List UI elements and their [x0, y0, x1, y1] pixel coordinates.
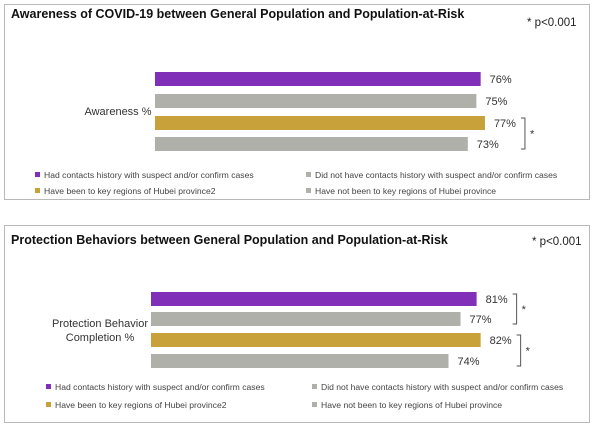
legend-item-contacts: Had contacts history with suspect and/or…	[46, 382, 265, 392]
legend-label: Have been to key regions of Hubei provin…	[55, 400, 227, 410]
data-label: 76%	[490, 74, 512, 86]
data-label: 74%	[457, 356, 479, 368]
data-label: 75%	[485, 96, 507, 108]
bar-contacts	[155, 72, 481, 86]
data-label: 82%	[490, 335, 512, 347]
bar-no-hubei	[155, 137, 468, 151]
category-label: Protection Behavior Completion %	[52, 318, 148, 344]
significance-star: *	[526, 346, 531, 358]
significance-star: *	[530, 129, 535, 141]
legend-swatch	[312, 402, 317, 407]
bar-hubei	[151, 333, 481, 347]
legend-item-contacts: Had contacts history with suspect and/or…	[35, 170, 254, 180]
significance-bracket	[520, 117, 526, 150]
legend-swatch	[306, 188, 311, 193]
significance-note: * p<0.001	[527, 17, 577, 29]
legend-label: Have been to key regions of Hubei provin…	[44, 186, 216, 196]
legend-label: Did not have contacts history with suspe…	[315, 170, 558, 180]
legend-item-hubei: Have been to key regions of Hubei provin…	[46, 400, 227, 410]
protection-chart-panel: Protection Behaviors between General Pop…	[4, 225, 590, 423]
legend-item-no-hubei: Have not been to key regions of Hubei pr…	[306, 186, 496, 196]
legend-label: Have not been to key regions of Hubei pr…	[321, 400, 503, 410]
category-label: Awareness %	[84, 106, 152, 118]
legend-swatch	[46, 402, 51, 407]
bar-no-hubei	[151, 354, 449, 368]
bar-hubei	[155, 116, 485, 130]
legend-swatch	[306, 172, 311, 177]
legend-label: Had contacts history with suspect and/or…	[55, 382, 265, 392]
chart-title: Protection Behaviors between General Pop…	[11, 233, 448, 247]
awareness-bar-chart: 76% 75% 77% 73% *	[155, 72, 535, 151]
legend-swatch	[312, 384, 317, 389]
significance-bracket	[516, 334, 522, 367]
significance-note: * p<0.001	[532, 236, 582, 248]
legend-label: Have not been to key regions of Hubei pr…	[315, 186, 497, 196]
legend-swatch	[46, 384, 51, 389]
data-label: 77%	[494, 118, 516, 130]
data-label: 81%	[486, 294, 508, 306]
bar-contacts	[151, 292, 477, 306]
bar-no-contacts	[155, 94, 477, 108]
legend-item-no-contacts: Did not have contacts history with suspe…	[306, 170, 557, 180]
legend-swatch	[35, 172, 40, 177]
bar-no-contacts	[151, 312, 461, 326]
significance-bracket	[512, 293, 518, 325]
legend-label: Did not have contacts history with suspe…	[321, 382, 564, 392]
legend-label: Had contacts history with suspect and/or…	[44, 170, 254, 180]
protection-bar-chart: 81% 77% 82% 74% * *	[151, 292, 531, 368]
legend-item-hubei: Have been to key regions of Hubei provin…	[35, 186, 216, 196]
legend-swatch	[35, 188, 40, 193]
data-label: 77%	[470, 314, 492, 326]
significance-star: *	[522, 304, 527, 316]
chart-title: Awareness of COVID-19 between General Po…	[11, 7, 465, 21]
data-label: 73%	[477, 139, 499, 151]
awareness-chart-panel: Awareness of COVID-19 between General Po…	[4, 4, 590, 200]
legend-item-no-hubei: Have not been to key regions of Hubei pr…	[312, 400, 502, 410]
legend-item-no-contacts: Did not have contacts history with suspe…	[312, 382, 563, 392]
